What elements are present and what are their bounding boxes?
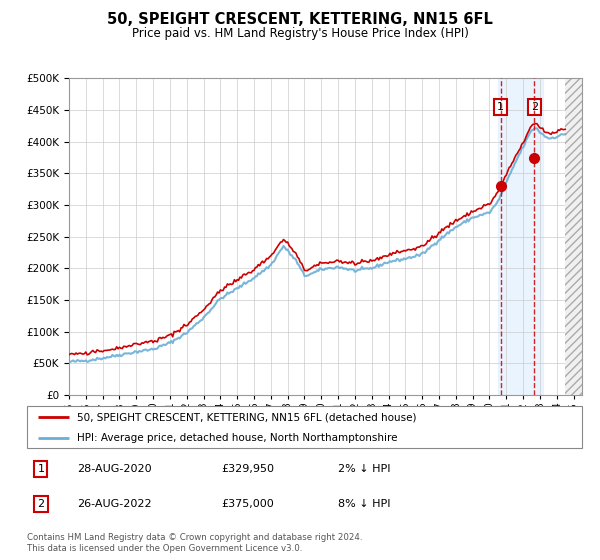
Text: 2% ↓ HPI: 2% ↓ HPI: [338, 464, 391, 474]
Bar: [498, 78, 544, 395]
Text: 50, SPEIGHT CRESCENT, KETTERING, NN15 6FL: 50, SPEIGHT CRESCENT, KETTERING, NN15 6F…: [107, 12, 493, 27]
Text: £329,950: £329,950: [221, 464, 274, 474]
Text: 1: 1: [497, 102, 504, 112]
Text: 2: 2: [37, 500, 44, 509]
Text: 2: 2: [530, 102, 538, 112]
Text: 26-AUG-2022: 26-AUG-2022: [77, 500, 152, 509]
Text: £375,000: £375,000: [221, 500, 274, 509]
Text: 8% ↓ HPI: 8% ↓ HPI: [338, 500, 391, 509]
Text: Price paid vs. HM Land Registry's House Price Index (HPI): Price paid vs. HM Land Registry's House …: [131, 27, 469, 40]
Text: 50, SPEIGHT CRESCENT, KETTERING, NN15 6FL (detached house): 50, SPEIGHT CRESCENT, KETTERING, NN15 6F…: [77, 413, 416, 423]
FancyBboxPatch shape: [27, 406, 582, 448]
Text: Contains HM Land Registry data © Crown copyright and database right 2024.
This d: Contains HM Land Registry data © Crown c…: [27, 533, 362, 553]
Bar: [565, 78, 599, 395]
Text: 1: 1: [37, 464, 44, 474]
Text: 28-AUG-2020: 28-AUG-2020: [77, 464, 152, 474]
Text: HPI: Average price, detached house, North Northamptonshire: HPI: Average price, detached house, Nort…: [77, 433, 397, 443]
